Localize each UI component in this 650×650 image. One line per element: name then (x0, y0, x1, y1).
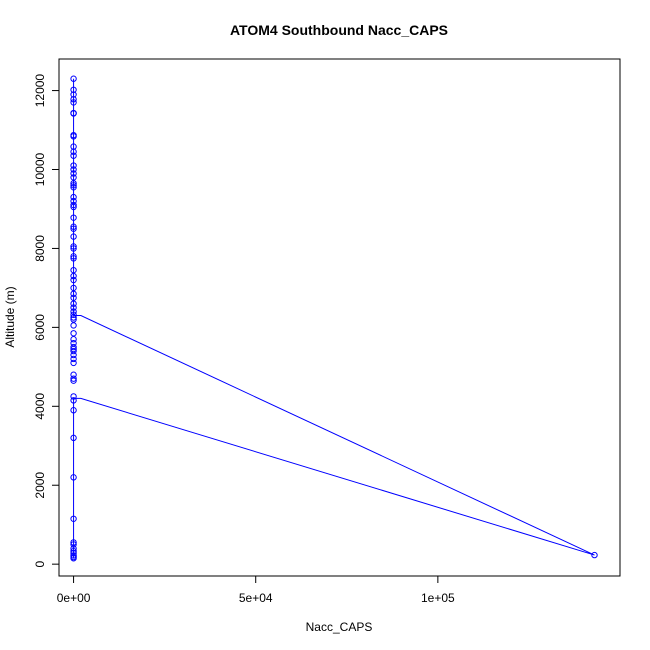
y-axis-label: Altitude (m) (3, 286, 17, 347)
data-point (70, 214, 77, 221)
data-point (70, 180, 77, 187)
data-point (70, 166, 77, 173)
data-point (70, 152, 77, 159)
y-tick-label: 8000 (33, 235, 47, 262)
x-axis-label: Nacc_CAPS (306, 620, 373, 634)
data-point (70, 243, 77, 250)
data-point (70, 201, 77, 209)
data-point (70, 294, 77, 301)
data-point (70, 474, 77, 481)
data-point (70, 223, 77, 230)
data-point (70, 308, 77, 315)
data-point (70, 193, 77, 201)
data-point (70, 377, 77, 384)
data-point (70, 322, 77, 329)
data-point (70, 555, 77, 562)
y-tick-label: 0 (33, 561, 47, 568)
data-point (70, 272, 77, 280)
data-point (591, 551, 598, 559)
data-point (70, 336, 77, 343)
data-point (70, 253, 77, 260)
data-point (70, 311, 77, 318)
data-point (70, 255, 77, 262)
data-point (70, 284, 77, 292)
data-point (70, 351, 77, 359)
series-line (73, 78, 595, 559)
data-point (70, 197, 77, 205)
data-point (70, 316, 77, 323)
data-point (70, 547, 77, 555)
data-point (70, 266, 77, 274)
data-point (70, 359, 77, 367)
y-tick-label: 4000 (33, 393, 47, 420)
data-point (70, 162, 77, 169)
data-point (70, 184, 77, 191)
data-point (70, 182, 77, 189)
data-point (70, 276, 77, 284)
data-point (70, 314, 77, 321)
data-point (70, 110, 77, 117)
data-point (70, 375, 77, 382)
data-point (70, 148, 77, 155)
data-point (70, 541, 77, 548)
data-point (70, 225, 77, 232)
y-tick-label: 12000 (33, 74, 47, 108)
y-tick-label: 10000 (33, 152, 47, 186)
data-point (70, 393, 77, 400)
x-tick-label: 0e+00 (57, 591, 91, 605)
data-point (70, 99, 77, 106)
data-point (70, 347, 77, 355)
data-point (70, 170, 77, 177)
data-point (70, 290, 77, 298)
data-point (70, 96, 77, 103)
data-point (70, 91, 77, 98)
data-point (70, 233, 77, 240)
data-point (70, 539, 77, 546)
data-point (70, 133, 77, 140)
data-point (70, 345, 77, 353)
x-tick-label: 5e+04 (239, 591, 273, 605)
plot-frame (58, 58, 621, 577)
data-point (70, 434, 77, 442)
data-point (70, 355, 77, 363)
data-point (70, 174, 77, 181)
data-point (70, 75, 77, 82)
data-point (70, 300, 77, 307)
data-point (70, 397, 77, 404)
data-point (70, 515, 77, 522)
y-tick-label: 2000 (33, 472, 47, 499)
x-axis: 0e+00 5e+04 1e+05 (57, 575, 455, 605)
data-point (70, 371, 77, 378)
chart-title: ATOM4 Southbound Nacc_CAPS (230, 22, 448, 38)
data-point (70, 330, 77, 337)
data-point (70, 545, 77, 552)
data-point (70, 339, 77, 347)
data-point (70, 343, 77, 351)
data-point (70, 86, 77, 93)
data-point (70, 245, 77, 252)
x-tick-label: 1e+05 (421, 591, 455, 605)
series-layer (70, 75, 598, 562)
y-axis: 0 2000 4000 6000 8000 10000 12000 (33, 74, 60, 568)
data-point (70, 304, 77, 311)
data-point (70, 407, 77, 414)
y-tick-label: 6000 (33, 314, 47, 341)
data-point (70, 203, 77, 211)
